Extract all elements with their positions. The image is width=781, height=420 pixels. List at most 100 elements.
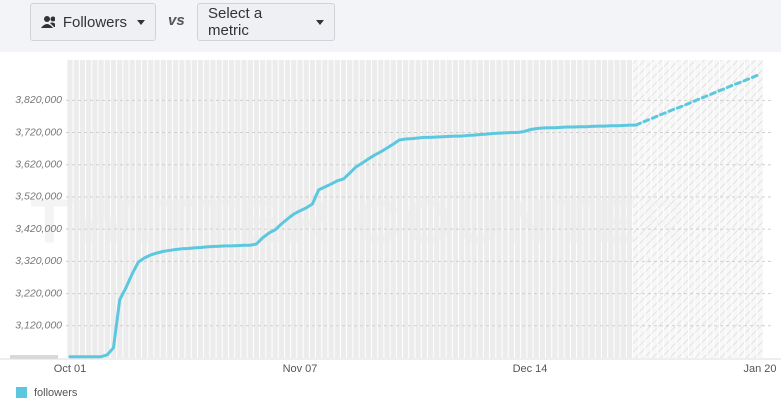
day-column <box>620 60 626 358</box>
day-column <box>92 60 98 358</box>
day-column <box>73 60 79 358</box>
day-column <box>229 60 235 358</box>
day-column <box>104 60 110 358</box>
forecast-column <box>645 60 651 358</box>
day-column <box>173 60 179 358</box>
day-column <box>266 60 272 358</box>
day-column <box>365 60 371 358</box>
day-column <box>384 60 390 358</box>
forecast-column <box>744 60 751 358</box>
forecast-column <box>639 60 645 358</box>
compare-dropdown[interactable]: Select a metric <box>197 3 335 41</box>
day-column <box>309 60 316 358</box>
day-column <box>123 60 129 358</box>
day-column <box>471 60 477 358</box>
day-column <box>421 60 427 358</box>
day-column <box>533 60 539 358</box>
day-column <box>583 60 589 358</box>
forecast-column <box>651 60 657 358</box>
day-column <box>135 60 141 358</box>
day-column <box>179 60 185 358</box>
day-column <box>166 60 173 358</box>
day-column <box>129 60 135 358</box>
day-column <box>558 60 564 358</box>
day-column <box>260 60 266 358</box>
day-column <box>253 60 260 358</box>
followers-line <box>68 123 638 359</box>
day-column <box>396 60 403 358</box>
y-tick-label: 3,420,000 <box>15 223 62 235</box>
day-column <box>434 60 440 358</box>
day-column <box>378 60 384 358</box>
day-column <box>204 60 210 358</box>
x-tick-label: Oct 01 <box>54 363 86 375</box>
forecast-column <box>682 60 689 358</box>
day-column <box>539 60 546 358</box>
day-column <box>185 60 191 358</box>
day-column <box>465 60 471 358</box>
day-column <box>490 60 496 358</box>
day-column <box>340 60 347 358</box>
day-column <box>371 60 378 358</box>
day-column <box>521 60 527 358</box>
day-column <box>483 60 490 358</box>
y-tick-label: 3,720,000 <box>15 126 62 138</box>
day-column <box>334 60 340 358</box>
legend-swatch <box>16 387 27 398</box>
day-column <box>322 60 328 358</box>
day-column <box>415 60 421 358</box>
day-column <box>278 60 284 358</box>
day-column <box>284 60 291 358</box>
day-column <box>328 60 334 358</box>
forecast-column <box>757 60 763 358</box>
day-column <box>626 60 633 358</box>
day-column <box>160 60 166 358</box>
y-tick-label: 3,620,000 <box>15 159 62 171</box>
day-column <box>359 60 365 358</box>
day-column <box>477 60 483 358</box>
x-tick-label: Jan 20 <box>743 363 776 375</box>
forecast-column <box>670 60 676 358</box>
forecast-column <box>707 60 713 358</box>
day-column <box>154 60 160 358</box>
forecast-column <box>720 60 726 358</box>
day-column <box>546 60 552 358</box>
forecast-column <box>689 60 695 358</box>
day-column <box>440 60 446 358</box>
forecast-column <box>738 60 744 358</box>
history-bar <box>10 355 58 359</box>
y-tick-label: 3,120,000 <box>15 320 62 332</box>
day-column <box>98 60 104 358</box>
day-column <box>316 60 322 358</box>
day-column <box>347 60 353 358</box>
y-tick-label: 3,520,000 <box>15 191 62 203</box>
day-column <box>601 60 608 358</box>
day-column <box>608 60 614 358</box>
day-column <box>235 60 241 358</box>
forecast-column <box>664 60 670 358</box>
day-column <box>589 60 595 358</box>
day-column <box>403 60 409 358</box>
day-column <box>191 60 197 358</box>
day-column <box>614 60 620 358</box>
metric-dropdown[interactable]: Followers <box>30 3 156 41</box>
day-column <box>409 60 415 358</box>
day-column <box>527 60 533 358</box>
forecast-column <box>695 60 701 358</box>
day-column <box>110 60 117 358</box>
forecast-column <box>732 60 738 358</box>
versus: vs <box>168 12 185 29</box>
compare-label: Select a metric <box>208 5 263 39</box>
y-tick-label: 3,820,000 <box>15 94 62 106</box>
day-column <box>79 60 86 358</box>
x-tick-label: Nov 07 <box>283 363 318 375</box>
day-column <box>86 60 92 358</box>
day-column <box>508 60 514 358</box>
forecast-column <box>657 60 664 358</box>
day-column <box>496 60 502 358</box>
followers-forecast <box>634 72 762 127</box>
day-column <box>570 60 577 358</box>
day-column <box>291 60 297 358</box>
day-column <box>564 60 570 358</box>
